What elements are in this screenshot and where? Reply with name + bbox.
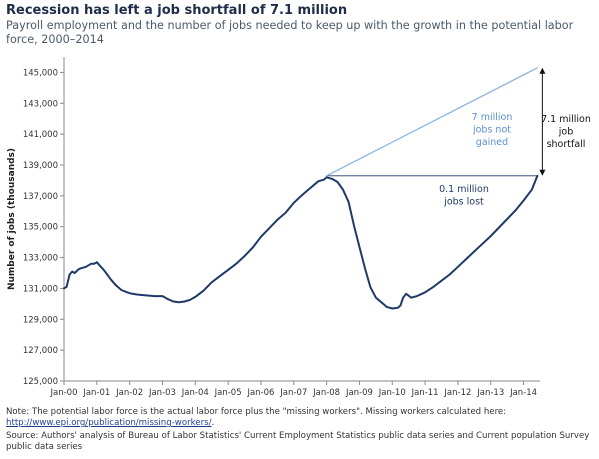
gap-annotation-line: gained	[476, 137, 508, 148]
chart-title: Recession has left a job shortfall of 7.…	[6, 3, 348, 18]
y-tick-label: 131,000	[23, 284, 58, 294]
y-tick-label: 127,000	[23, 346, 58, 356]
x-tick-label: Jan-06	[246, 388, 274, 398]
shortfall-arrow-down-head	[539, 169, 546, 176]
x-tick-label: Jan-14	[509, 388, 537, 398]
x-tick-label: Jan-00	[50, 388, 78, 398]
y-axis-label: Number of jobs (thousands)	[7, 148, 17, 290]
x-tick-label: Jan-09	[345, 388, 373, 398]
shortfall-arrow-up-head	[539, 67, 546, 74]
shortfall-annotation-line: job	[558, 127, 573, 138]
chart-note: Note: The potential labor force is the a…	[6, 407, 596, 429]
x-tick-label: Jan-05	[214, 388, 242, 398]
x-tick-label: Jan-01	[82, 388, 110, 398]
shortfall-annotation-line: shortfall	[547, 139, 586, 150]
gap-annotation-line: jobs not	[472, 125, 511, 136]
chart-lines	[63, 67, 539, 310]
note-suffix: .	[211, 418, 215, 428]
chart-subtitle: Payroll employment and the number of job…	[6, 19, 574, 46]
y-tick-label: 133,000	[23, 254, 58, 264]
y-tick-label: 139,000	[23, 161, 58, 171]
x-tick-label: Jan-11	[411, 388, 439, 398]
x-tick-label: Jan-10	[378, 388, 406, 398]
x-tick-label: Jan-02	[115, 388, 143, 398]
missing-workers-link[interactable]: http://www.epi.org/publication/missing-w…	[6, 418, 212, 428]
chart-source: Source: Authors' analysis of Bureau of L…	[6, 431, 590, 452]
potential-jobs-line	[325, 67, 539, 177]
y-tick-label: 141,000	[23, 130, 58, 140]
x-tick-label: Jan-03	[148, 388, 176, 398]
x-tick-label: Jan-08	[312, 388, 340, 398]
y-tick-label: 137,000	[23, 192, 58, 202]
payroll-employment-line	[63, 174, 539, 310]
y-tick-label: 135,000	[23, 223, 58, 233]
line-chart: 125,000 127,000 129,000 131,000 133,000 135,0…	[7, 57, 591, 398]
shortfall-annotation-line: 7.1 million	[541, 114, 591, 125]
y-tick-label: 143,000	[23, 99, 58, 109]
x-tick-label: Jan-13	[476, 388, 504, 398]
y-tick-label: 125,000	[23, 377, 58, 387]
x-tick-label: Jan-04	[181, 388, 209, 398]
x-tick-label: Jan-12	[443, 388, 471, 398]
lost-annotation-line: jobs lost	[443, 197, 484, 208]
y-tick-label: 129,000	[23, 315, 58, 325]
lost-annotation-line: 0.1 million	[439, 184, 489, 195]
x-tick-label: Jan-07	[279, 388, 307, 398]
y-tick-label: 145,000	[23, 68, 58, 78]
note-text: Note: The potential labor force is the a…	[6, 407, 507, 417]
chart-axes: 125,000 127,000 129,000 131,000 133,000 135,0…	[7, 57, 540, 398]
gap-annotation-line: 7 million	[472, 112, 513, 123]
